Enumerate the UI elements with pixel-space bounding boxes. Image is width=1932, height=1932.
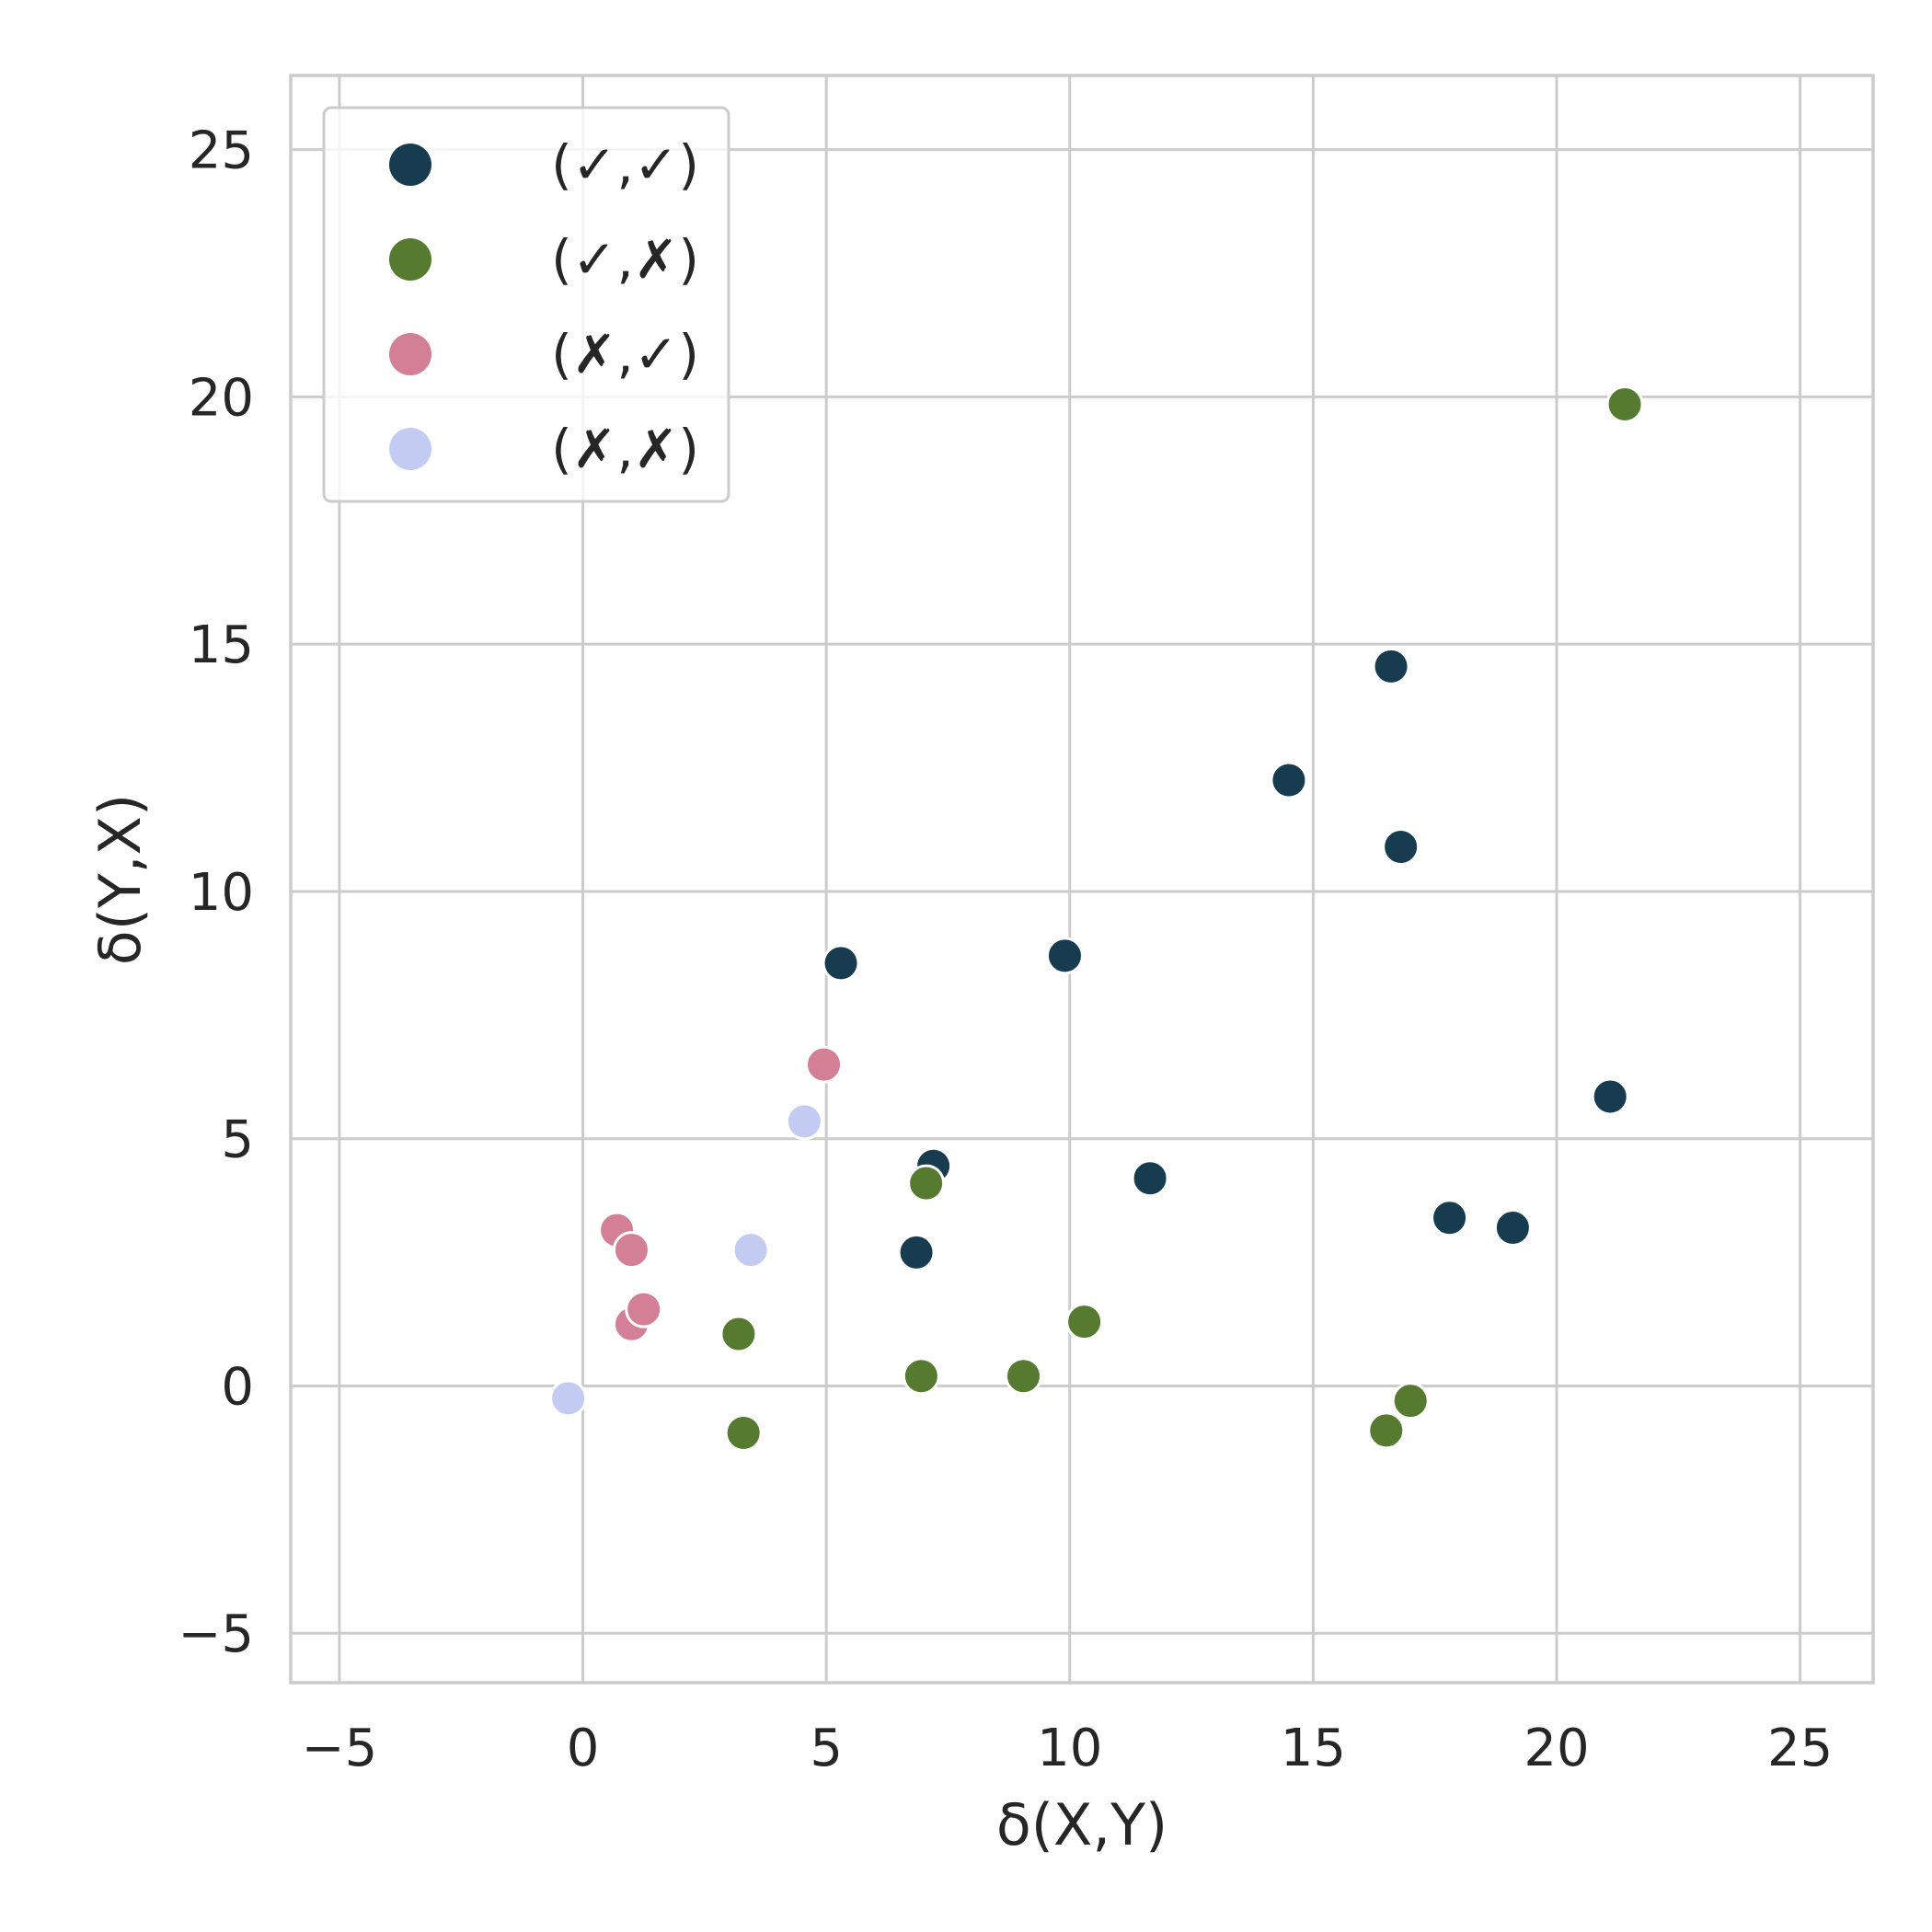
y-tick-label: −5	[178, 1604, 254, 1664]
legend-label: (✓,✗)	[551, 228, 699, 291]
x-tick-label: 0	[567, 1719, 600, 1778]
y-tick-label: 25	[189, 121, 254, 181]
data-point-series-1	[822, 944, 860, 983]
legend-label: (✗,✓)	[551, 323, 699, 385]
data-point-series-2	[902, 1357, 940, 1396]
legend-box	[322, 106, 730, 503]
data-point-series-3	[612, 1231, 650, 1270]
x-tick-label: 15	[1281, 1719, 1346, 1778]
legend-marker	[389, 144, 431, 186]
x-tick-label: 5	[810, 1719, 843, 1778]
x-tick-labels: −5 0 5 10 15 20 25	[302, 1719, 1834, 1778]
legend-label: (✗,✗)	[551, 418, 699, 480]
data-point-series-3	[625, 1290, 663, 1328]
data-point-series-4	[549, 1379, 588, 1418]
data-point-series-4	[785, 1102, 823, 1141]
legend-label: (✓,✓)	[551, 133, 699, 196]
data-point-series-2	[724, 1414, 763, 1453]
data-point-series-2	[1391, 1382, 1430, 1420]
data-point-series-1	[1045, 937, 1084, 975]
data-point-series-1	[1493, 1208, 1532, 1247]
data-point-series-2	[719, 1315, 758, 1353]
data-point-series-2	[1065, 1303, 1104, 1341]
data-point-series-1	[1270, 761, 1308, 799]
x-tick-label: 10	[1037, 1719, 1102, 1778]
plot-frame	[289, 74, 1875, 1685]
data-points	[549, 385, 1644, 1453]
data-point-series-2	[1004, 1357, 1042, 1396]
data-point-series-3	[805, 1045, 844, 1084]
y-tick-label: 0	[221, 1357, 254, 1417]
data-point-series-2	[907, 1164, 946, 1202]
y-tick-labels: −5 0 5 10 15 20 25	[178, 121, 254, 1665]
data-point-series-2	[1367, 1411, 1406, 1450]
data-point-series-1	[1382, 828, 1420, 867]
data-point-series-1	[1591, 1077, 1629, 1116]
x-axis-title: δ(X,Y)	[996, 1791, 1167, 1858]
x-tick-label: 25	[1767, 1719, 1833, 1778]
legend-marker	[389, 333, 431, 375]
data-point-series-1	[1431, 1199, 1469, 1237]
data-point-series-4	[731, 1231, 770, 1270]
y-tick-label: 5	[221, 1110, 254, 1170]
legend: (✓,✓) (✓,✗) (✗,✓) (✗,✗)	[322, 106, 730, 503]
data-point-series-1	[1372, 647, 1410, 685]
legend-marker	[389, 238, 431, 281]
legend-marker	[389, 428, 431, 470]
y-tick-label: 10	[189, 863, 254, 923]
data-point-series-1	[897, 1233, 936, 1271]
data-point-series-1	[1131, 1159, 1169, 1198]
x-tick-label: 20	[1524, 1719, 1589, 1778]
y-axis-title: δ(Y,X)	[86, 794, 154, 965]
y-tick-label: 15	[189, 615, 254, 675]
x-tick-label: −5	[302, 1719, 378, 1778]
y-tick-label: 20	[189, 368, 254, 428]
data-point-series-2	[1605, 385, 1644, 423]
